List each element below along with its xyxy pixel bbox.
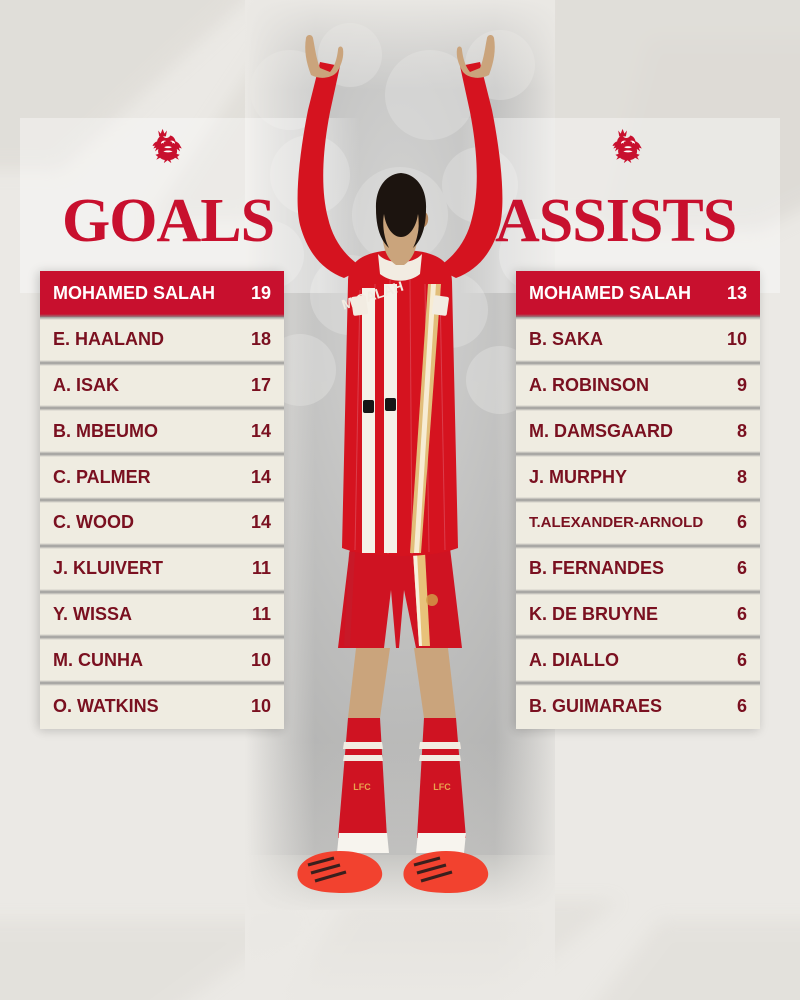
svg-text:LFC: LFC bbox=[433, 782, 451, 792]
svg-text:LFC: LFC bbox=[353, 782, 371, 792]
